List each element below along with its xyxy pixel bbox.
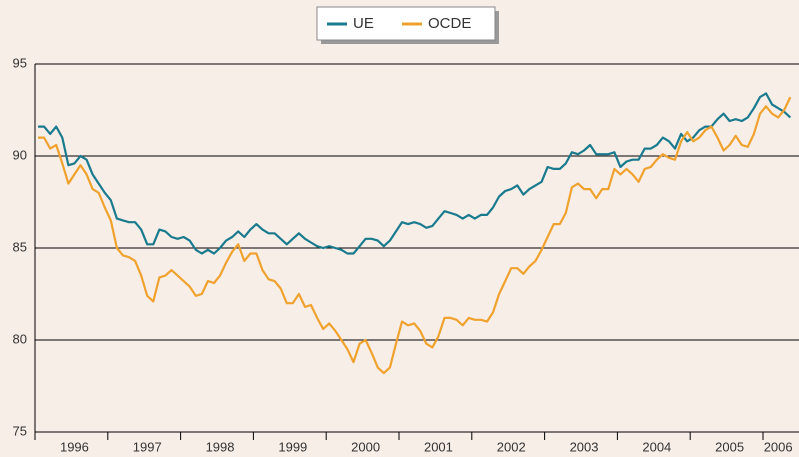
x-tick-label: 2005 — [715, 439, 744, 454]
x-tick-label: 2006 — [764, 439, 793, 454]
series-line — [38, 96, 792, 375]
x-tick-label: 1997 — [133, 439, 162, 454]
series-line — [38, 92, 792, 255]
y-tick-label: 75 — [13, 423, 27, 438]
x-tick-label: 1999 — [278, 439, 307, 454]
legend-label: OCDE — [428, 15, 471, 32]
x-tick-label: 2000 — [351, 439, 380, 454]
x-tick-label: 2004 — [642, 439, 671, 454]
x-tick-label: 1998 — [206, 439, 235, 454]
y-tick-label: 95 — [13, 55, 27, 70]
y-tick-label: 90 — [13, 147, 27, 162]
x-tick-label: 1996 — [60, 439, 89, 454]
x-tick-label: 2001 — [424, 439, 453, 454]
x-tick-label: 2002 — [497, 439, 526, 454]
y-tick-label: 85 — [13, 239, 27, 254]
legend-label: UE — [353, 15, 374, 32]
x-tick-label: 2003 — [570, 439, 599, 454]
y-tick-label: 80 — [13, 331, 27, 346]
